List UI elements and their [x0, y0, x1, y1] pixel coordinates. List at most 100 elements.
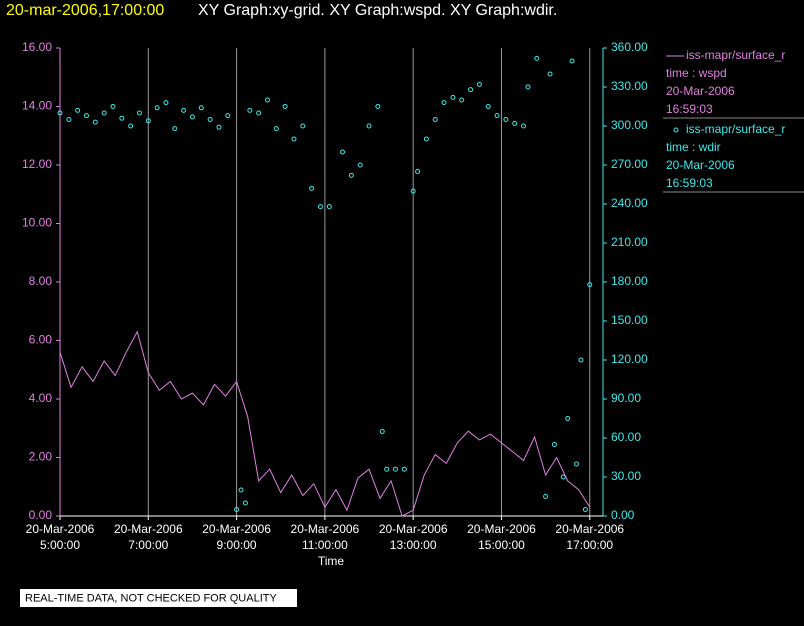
wdir-point	[154, 105, 160, 111]
wdir-point	[476, 81, 482, 87]
y-tick-label: 6.00	[29, 333, 53, 347]
wdir-point	[432, 117, 438, 122]
y2-tick-label: 120.00	[611, 352, 648, 366]
wdir-point	[393, 466, 399, 472]
legend-line: 20-Mar-2006	[666, 158, 735, 172]
wdir-point	[574, 461, 580, 467]
y2-tick-label: 90.00	[611, 391, 641, 405]
wdir-point	[441, 100, 447, 106]
y2-tick-label: 300.00	[611, 118, 648, 132]
y2-tick-label: 180.00	[611, 274, 648, 288]
wdir-point	[66, 117, 72, 122]
wdir-point	[172, 126, 178, 132]
y2-tick-label: 30.00	[611, 469, 641, 483]
wdir-point	[189, 114, 195, 120]
wdir-point	[494, 113, 500, 119]
wdir-point	[587, 282, 593, 288]
wdir-point	[136, 110, 142, 116]
y-tick-label: 14.00	[22, 99, 52, 113]
x-tick-label: 20-Mar-2006	[202, 522, 271, 536]
wdir-point	[264, 97, 270, 103]
y-tick-label: 10.00	[22, 216, 52, 230]
wdir-point	[300, 123, 306, 129]
wdir-point	[547, 71, 553, 77]
wdir-point	[291, 136, 297, 142]
y2-tick-label: 150.00	[611, 313, 648, 327]
wdir-point	[145, 118, 151, 124]
y-tick-label: 16.00	[22, 40, 52, 54]
wdir-point	[247, 107, 253, 113]
wdir-point	[163, 100, 169, 106]
wdir-point	[57, 110, 63, 116]
wdir-point	[198, 105, 204, 111]
x-tick-label: 20-Mar-2006	[114, 522, 183, 536]
wdir-point	[450, 94, 456, 100]
wdir-point	[521, 123, 527, 129]
wdir-point	[468, 87, 474, 93]
legend-symbol	[673, 127, 679, 133]
wdir-point	[238, 487, 244, 493]
y-tick-label: 12.00	[22, 157, 52, 171]
y2-tick-label: 270.00	[611, 157, 648, 171]
y2-tick-label: 330.00	[611, 79, 648, 93]
wdir-point	[348, 172, 354, 178]
x-tick-label: 15:00:00	[478, 538, 525, 552]
wdir-point	[485, 104, 491, 109]
wdir-point	[119, 115, 125, 121]
wdir-point	[534, 55, 540, 61]
legend-name: iss-mapr/surface_r	[686, 122, 785, 136]
wdir-point	[551, 442, 557, 447]
legend-line: 20-Mar-2006	[666, 84, 735, 98]
wdir-point	[401, 466, 407, 472]
x-tick-label: 5:00:00	[40, 538, 80, 552]
wdir-point	[75, 107, 81, 113]
wdir-point	[234, 507, 240, 512]
wdir-point	[110, 104, 116, 109]
y2-tick-label: 240.00	[611, 196, 648, 210]
wdir-point	[357, 162, 363, 168]
wdir-point	[512, 120, 518, 126]
wdir-point	[256, 110, 262, 116]
footer-box	[20, 589, 297, 607]
title-time: 20-mar-2006,17:00:00	[6, 2, 164, 19]
wdir-point	[273, 126, 279, 132]
wdir-point	[282, 104, 288, 109]
wdir-point	[340, 149, 346, 155]
x-tick-label: 20-Mar-2006	[26, 522, 95, 536]
wdir-point	[410, 188, 416, 194]
wdir-point	[379, 429, 385, 434]
wdir-point	[242, 500, 248, 506]
wdir-point	[326, 204, 332, 210]
wdir-point	[83, 113, 89, 119]
wdir-point	[92, 119, 98, 125]
x-tick-label: 20-Mar-2006	[291, 522, 360, 536]
x-tick-label: 7:00:00	[128, 538, 168, 552]
wdir-point	[423, 136, 429, 142]
x-tick-label: 20-Mar-2006	[379, 522, 448, 536]
wdir-point	[309, 185, 315, 191]
legend-line: time : wdir	[666, 140, 721, 154]
y2-tick-label: 60.00	[611, 430, 641, 444]
x-tick-label: 13:00:00	[390, 538, 437, 552]
y-tick-label: 0.00	[29, 508, 53, 522]
wdir-point	[181, 107, 187, 113]
wdir-point	[366, 123, 372, 129]
wdir-point	[582, 507, 588, 512]
legend-line: time : wspd	[666, 66, 727, 80]
wdir-point	[415, 169, 421, 174]
x-axis-label: Time	[318, 554, 345, 568]
chart-title: XY Graph:xy-grid. XY Graph:wspd. XY Grap…	[198, 2, 557, 19]
y2-tick-label: 0.00	[611, 508, 635, 522]
wdir-point	[565, 416, 571, 421]
wdir-point	[578, 357, 584, 363]
y-tick-label: 4.00	[29, 391, 53, 405]
x-tick-label: 20-Mar-2006	[467, 522, 536, 536]
y2-tick-label: 360.00	[611, 40, 648, 54]
wdir-point	[225, 113, 231, 119]
wdir-point	[216, 124, 222, 130]
wdir-point	[525, 84, 531, 90]
wdir-point	[375, 104, 381, 109]
x-tick-label: 17:00:00	[566, 538, 613, 552]
